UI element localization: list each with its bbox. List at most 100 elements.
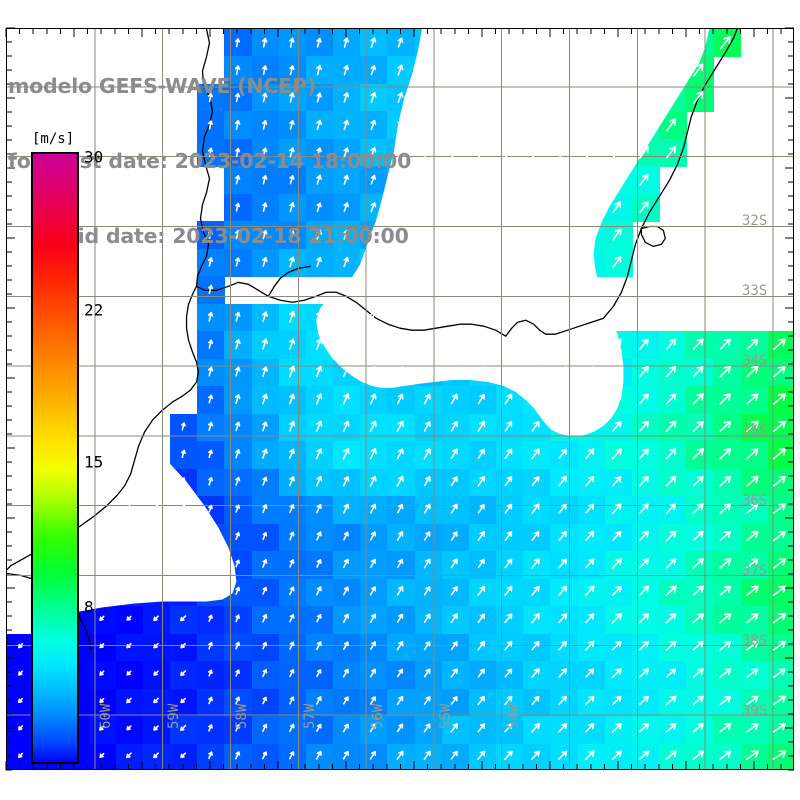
wind-arrow: [746, 365, 759, 378]
raster-cell: [333, 193, 361, 222]
wind-arrow: [505, 201, 513, 213]
wind-arrow: [397, 37, 404, 48]
wind-arrow: [261, 311, 268, 323]
wind-arrow: [289, 65, 295, 76]
wind-arrow: [719, 365, 731, 378]
wind-arrow: [477, 448, 485, 459]
wind-arrow: [234, 338, 241, 350]
wind-arrow: [99, 560, 105, 567]
wind-arrow: [638, 475, 649, 487]
raster-cell: [251, 166, 280, 195]
wind-arrow: [531, 119, 540, 131]
wind-arrow: [262, 366, 268, 377]
raster-cell: [550, 468, 579, 497]
raster-cell: [686, 358, 715, 387]
wind-arrow: [612, 173, 622, 186]
wind-arrow: [235, 504, 241, 513]
wind-arrow: [369, 338, 377, 350]
raster-cell: [414, 496, 443, 525]
raster-cell: [251, 716, 280, 745]
wind-arrow: [585, 558, 595, 569]
wind-arrow: [504, 338, 513, 350]
wind-arrow: [693, 36, 704, 50]
raster-cell: [496, 716, 524, 745]
wind-arrow: [316, 147, 322, 158]
raster-cell: [631, 716, 660, 745]
wind-arrow: [611, 448, 622, 460]
wind-arrow: [370, 91, 377, 104]
raster-cell: [659, 468, 687, 497]
map-plot-area[interactable]: 60W 59W 58W 57W 56W 55W 54W 32S 33S 34S …: [6, 28, 794, 770]
raster-cell: [441, 633, 470, 662]
raster-cell: [604, 551, 633, 580]
wind-arrow: [504, 228, 513, 241]
raster-cell: [197, 716, 225, 745]
wind-arrow: [315, 448, 323, 460]
wind-arrow: [692, 530, 704, 542]
wind-arrow: [612, 503, 622, 514]
wind-arrow: [396, 393, 404, 405]
wind-arrow: [424, 311, 431, 323]
wind-arrow: [639, 201, 649, 214]
wind-arrow: [424, 92, 431, 103]
wind-arrow: [343, 92, 350, 103]
raster-cell: [631, 193, 660, 222]
wind-arrow: [558, 36, 567, 49]
raster-cell: [496, 523, 524, 552]
raster-cell: [686, 331, 715, 360]
wind-arrow: [262, 65, 268, 75]
raster-cell: [224, 661, 253, 690]
raster-cell: [767, 633, 793, 662]
raster-cell: [224, 29, 253, 58]
colorbar[interactable]: [31, 152, 79, 764]
wind-arrow: [531, 421, 540, 432]
raster-cell: [659, 743, 687, 769]
wind-arrow: [208, 531, 213, 541]
wind-arrow: [665, 448, 677, 460]
raster-cell: [333, 661, 361, 690]
wind-arrow: [397, 229, 404, 240]
raster-cell: [496, 468, 524, 497]
wind-arrow: [585, 448, 595, 460]
wind-arrow: [261, 338, 269, 350]
raster-cell: [305, 358, 334, 387]
raster-cell: [251, 688, 280, 717]
wind-arrow: [504, 256, 513, 268]
raster-cell: [197, 331, 225, 360]
wind-arrow: [692, 63, 704, 77]
raster-cell: [740, 441, 769, 470]
wind-arrow: [235, 92, 241, 103]
raster-cell: [387, 496, 416, 525]
raster-cell: [251, 743, 280, 769]
wind-arrow: [342, 365, 350, 378]
wind-arrow: [585, 146, 594, 159]
wind-arrow: [207, 92, 214, 103]
raster-cell: [224, 523, 253, 552]
wind-arrow: [531, 338, 540, 350]
wind-arrow: [181, 449, 186, 459]
wind-arrow: [665, 393, 677, 405]
wind-arrow: [585, 420, 595, 432]
raster-cell: [278, 716, 307, 745]
raster-cell: [441, 606, 470, 635]
raster-cell: [387, 413, 416, 442]
raster-cell: [468, 551, 497, 580]
wind-arrow: [288, 476, 295, 487]
raster-cell: [441, 441, 470, 470]
wind-arrow: [424, 256, 431, 268]
raster-cell: [713, 413, 742, 442]
raster-cell: [387, 688, 416, 717]
raster-cell: [278, 578, 307, 607]
raster-cell: [523, 743, 552, 769]
wind-arrow: [343, 531, 349, 541]
wind-arrow: [585, 63, 595, 77]
raster-cell: [496, 441, 524, 470]
wind-arrow: [207, 421, 214, 432]
wind-arrow: [773, 503, 786, 514]
wind-arrow: [370, 174, 377, 185]
raster-cell: [278, 441, 307, 470]
raster-cell: [767, 468, 793, 497]
raster-cell: [659, 496, 687, 525]
wind-arrow: [343, 202, 349, 213]
wind-arrow: [262, 559, 268, 568]
